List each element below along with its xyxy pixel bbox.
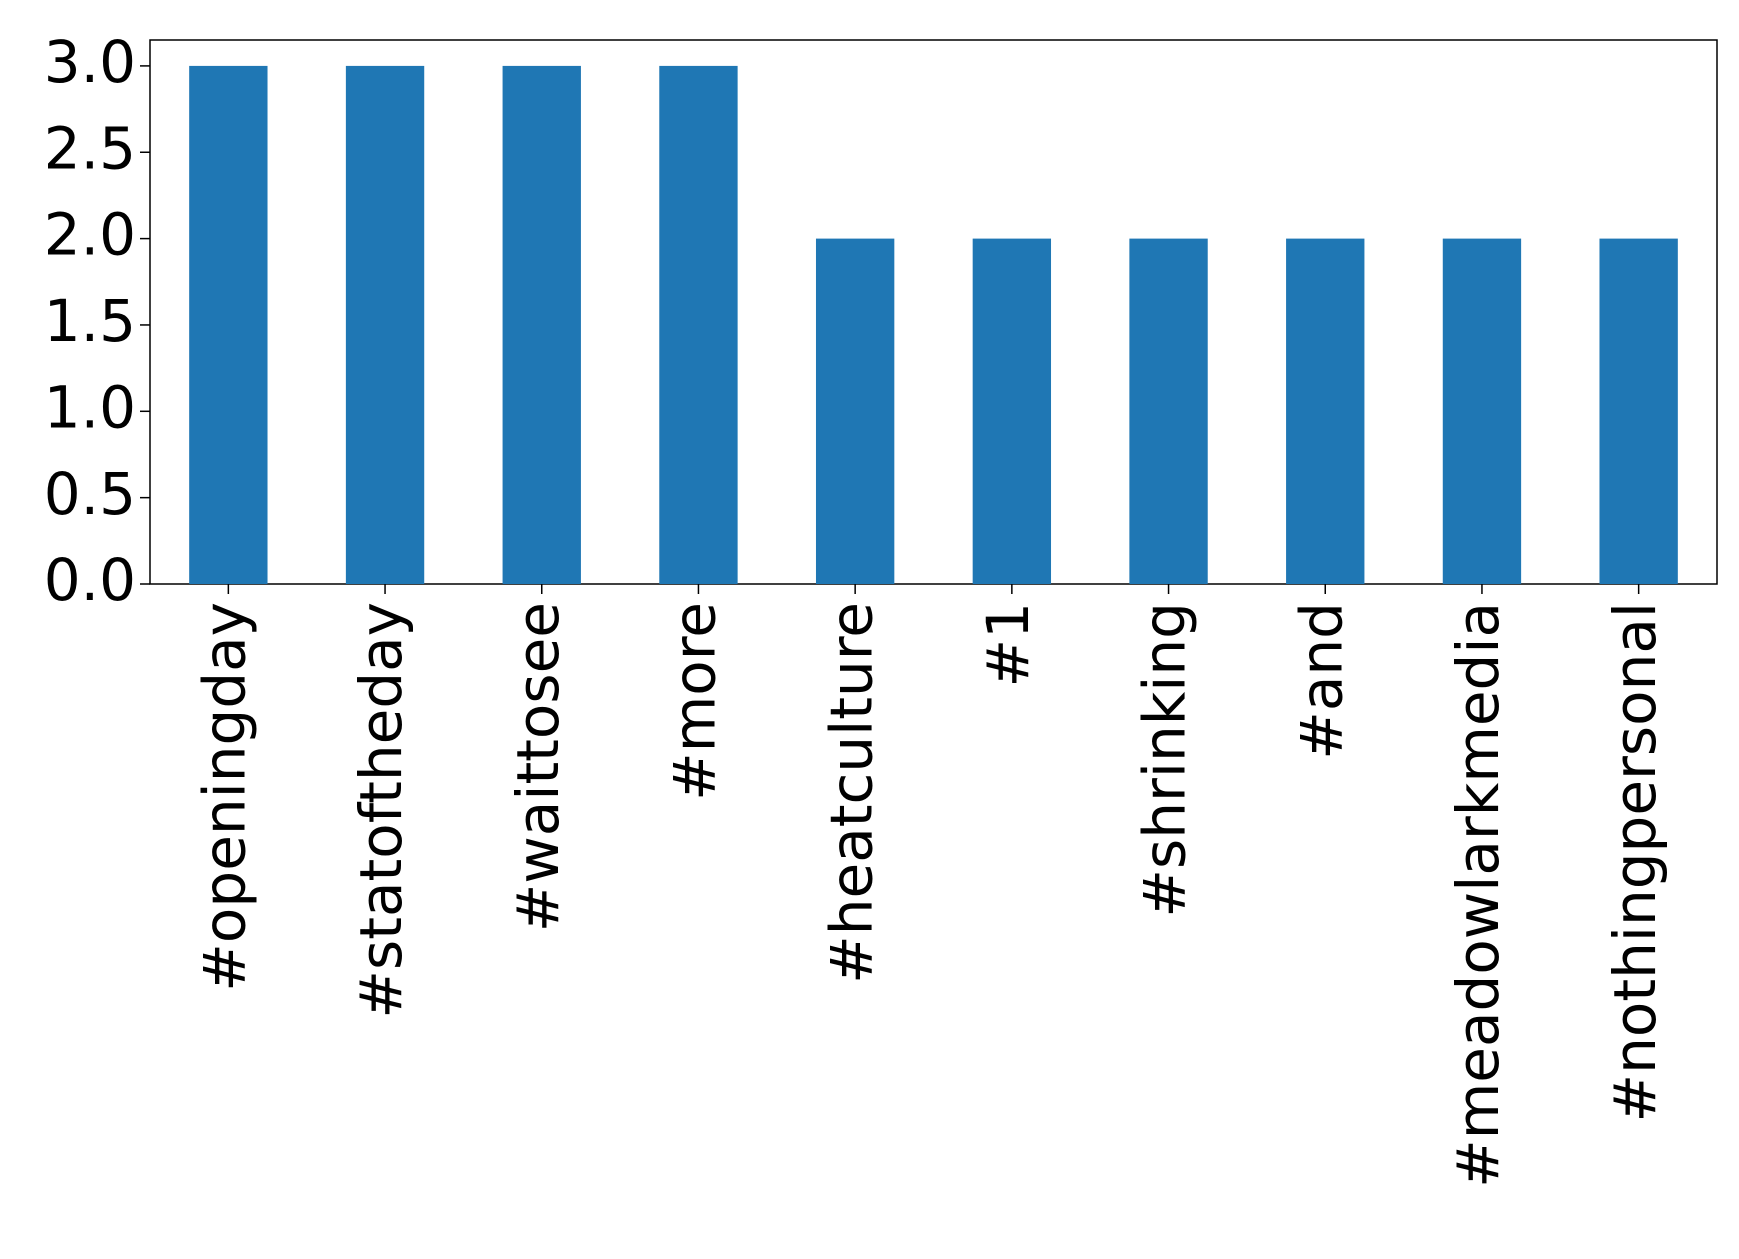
bar	[189, 65, 268, 584]
bar	[972, 238, 1052, 584]
bar	[1599, 238, 1678, 584]
bar	[345, 65, 425, 584]
y-tick-label: 3.0	[44, 28, 136, 96]
x-tick-label: #statoftheday	[347, 602, 415, 1019]
x-tick-label: #and	[1287, 602, 1355, 760]
bar	[1286, 238, 1365, 584]
y-tick-label: 1.5	[44, 287, 136, 355]
x-tick-label: #meadowlarkmedia	[1444, 602, 1512, 1188]
y-tick-label: 1.0	[44, 373, 136, 441]
x-tick-label: #1	[974, 602, 1042, 688]
bar	[1442, 238, 1522, 584]
x-tick-label: #shrinking	[1131, 602, 1199, 918]
plot-frame	[149, 39, 1718, 585]
x-tick-label: #heatculture	[817, 602, 885, 984]
bar	[1129, 238, 1208, 584]
y-tick-label: 0.5	[44, 460, 136, 528]
y-tick-label: 2.0	[44, 201, 136, 269]
bar	[815, 238, 895, 584]
y-tick-label: 2.5	[44, 114, 136, 182]
bar	[502, 65, 581, 584]
x-tick-label: #more	[661, 602, 729, 801]
x-tick-label: #nothingpersonal	[1601, 602, 1669, 1123]
x-tick-label: #openingday	[190, 602, 258, 992]
y-tick-label: 0.0	[44, 546, 136, 614]
bar	[659, 65, 738, 584]
x-tick-label: #waittosee	[504, 602, 572, 932]
